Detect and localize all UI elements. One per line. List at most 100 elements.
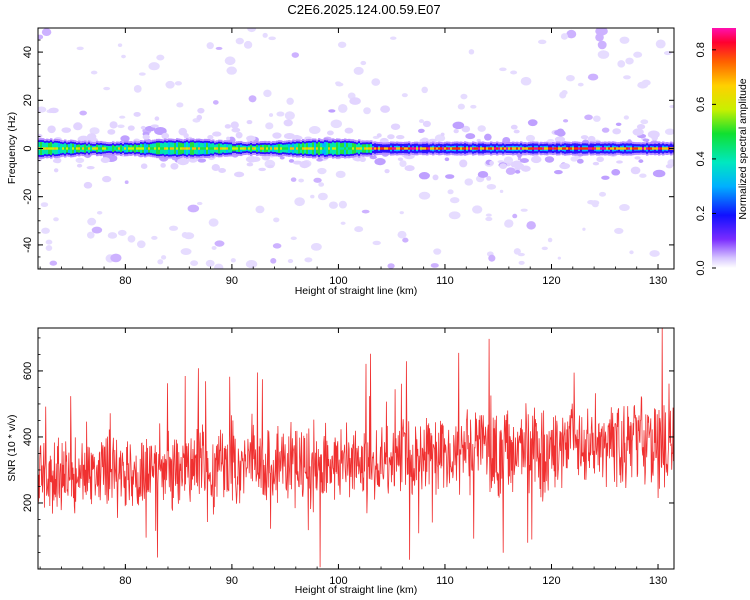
- spectral-speckle: [196, 201, 203, 206]
- spectral-speckle: [649, 250, 660, 257]
- band-peak: [202, 147, 205, 150]
- band-peak: [66, 147, 69, 150]
- band-peak: [176, 147, 179, 150]
- spectral-speckle: [460, 93, 468, 100]
- spectral-speckle: [457, 103, 465, 110]
- spectral-speckle: [512, 213, 518, 219]
- spectral-speckle: [499, 163, 508, 169]
- spectral-speckle: [317, 167, 327, 175]
- band-peak: [398, 147, 401, 150]
- band-peak: [414, 147, 417, 150]
- band-peak: [264, 147, 267, 150]
- spectral-speckle: [472, 205, 483, 214]
- band-peak: [442, 147, 445, 150]
- spectral-speckle: [119, 115, 126, 119]
- band-peak: [74, 147, 77, 150]
- spectral-speckle: [272, 132, 282, 139]
- band-peak: [112, 147, 115, 150]
- band-peak: [650, 147, 653, 150]
- band-peak: [396, 147, 399, 150]
- spectral-speckle: [601, 175, 610, 180]
- band-peak: [530, 147, 533, 150]
- spectral-speckle: [154, 116, 160, 121]
- spectral-speckle: [197, 158, 207, 163]
- band-peak: [306, 147, 309, 150]
- band-peak: [422, 147, 425, 150]
- spectral-speckle: [541, 246, 548, 251]
- spectral-speckle: [270, 257, 277, 264]
- band-peak: [328, 147, 331, 150]
- x-tick-label: 80: [119, 575, 131, 587]
- spectral-speckle: [103, 86, 111, 91]
- band-peak: [586, 147, 589, 150]
- spectral-speckle: [430, 263, 439, 268]
- spectral-speckle: [258, 167, 266, 172]
- band-peak: [614, 147, 617, 150]
- band-peak: [102, 147, 105, 150]
- spectral-speckle: [557, 256, 561, 260]
- spectral-speckle: [109, 121, 118, 129]
- spectral-speckle: [353, 66, 364, 75]
- band-peak: [390, 147, 393, 150]
- spectral-speckle: [246, 119, 253, 125]
- y-tick-label: -40: [22, 237, 34, 253]
- spectral-speckle: [294, 135, 303, 141]
- band-peak: [200, 147, 203, 150]
- band-peak: [532, 147, 535, 150]
- band-peak: [518, 147, 521, 150]
- spectral-speckle: [499, 67, 507, 72]
- spectral-speckle: [587, 73, 599, 81]
- spectral-speckle: [432, 174, 439, 181]
- spectral-speckle: [151, 235, 158, 240]
- band-peak: [596, 147, 599, 150]
- spectral-speckle: [566, 29, 577, 39]
- band-peak: [662, 147, 665, 150]
- spectral-speckle: [372, 240, 381, 246]
- band-peak: [652, 147, 655, 150]
- spectral-speckle: [513, 129, 520, 134]
- spectral-speckle: [538, 39, 547, 45]
- band-peak: [382, 147, 385, 150]
- spectral-speckle: [127, 235, 136, 243]
- band-peak: [248, 147, 251, 150]
- spectral-speckle: [262, 32, 268, 38]
- band-peak: [344, 147, 347, 150]
- band-peak: [260, 147, 263, 150]
- spectral-speckle: [233, 171, 245, 178]
- spectral-speckle: [107, 232, 118, 239]
- band-peak: [308, 147, 311, 150]
- spectral-speckle: [265, 122, 274, 130]
- band-peak: [230, 147, 233, 150]
- band-peak: [484, 147, 487, 150]
- band-peak: [272, 147, 275, 150]
- band-peak: [164, 147, 167, 150]
- band-peak: [656, 147, 659, 150]
- spectral-speckle: [53, 217, 59, 222]
- spectral-speckle: [335, 82, 344, 87]
- snr-y-axis-label: SNR (10 * v/v): [6, 414, 18, 481]
- spectral-speckle: [310, 242, 322, 251]
- spectral-speckle: [136, 240, 146, 249]
- band-peak: [488, 147, 491, 150]
- spectral-speckle: [231, 127, 241, 133]
- spectral-speckle: [330, 119, 343, 129]
- spectral-speckle: [387, 263, 395, 269]
- colorbar-tick-label: 0.4: [695, 151, 707, 166]
- band-peak: [456, 147, 459, 150]
- spectral-speckle: [623, 75, 631, 80]
- band-peak: [104, 147, 107, 150]
- spectral-speckle: [652, 169, 666, 178]
- spectral-speckle: [75, 157, 85, 164]
- spectral-speckle: [633, 51, 643, 58]
- spectral-speckle: [174, 81, 182, 86]
- band-peak: [294, 147, 297, 150]
- band-peak: [568, 147, 571, 150]
- band-peak: [140, 147, 143, 150]
- band-peak: [90, 147, 93, 150]
- spectral-speckle: [187, 204, 200, 213]
- band-peak: [616, 147, 619, 150]
- y-tick-label: 40: [22, 46, 34, 58]
- band-peak: [514, 147, 517, 150]
- spectral-speckle: [250, 156, 261, 162]
- spectral-speckle: [224, 124, 231, 129]
